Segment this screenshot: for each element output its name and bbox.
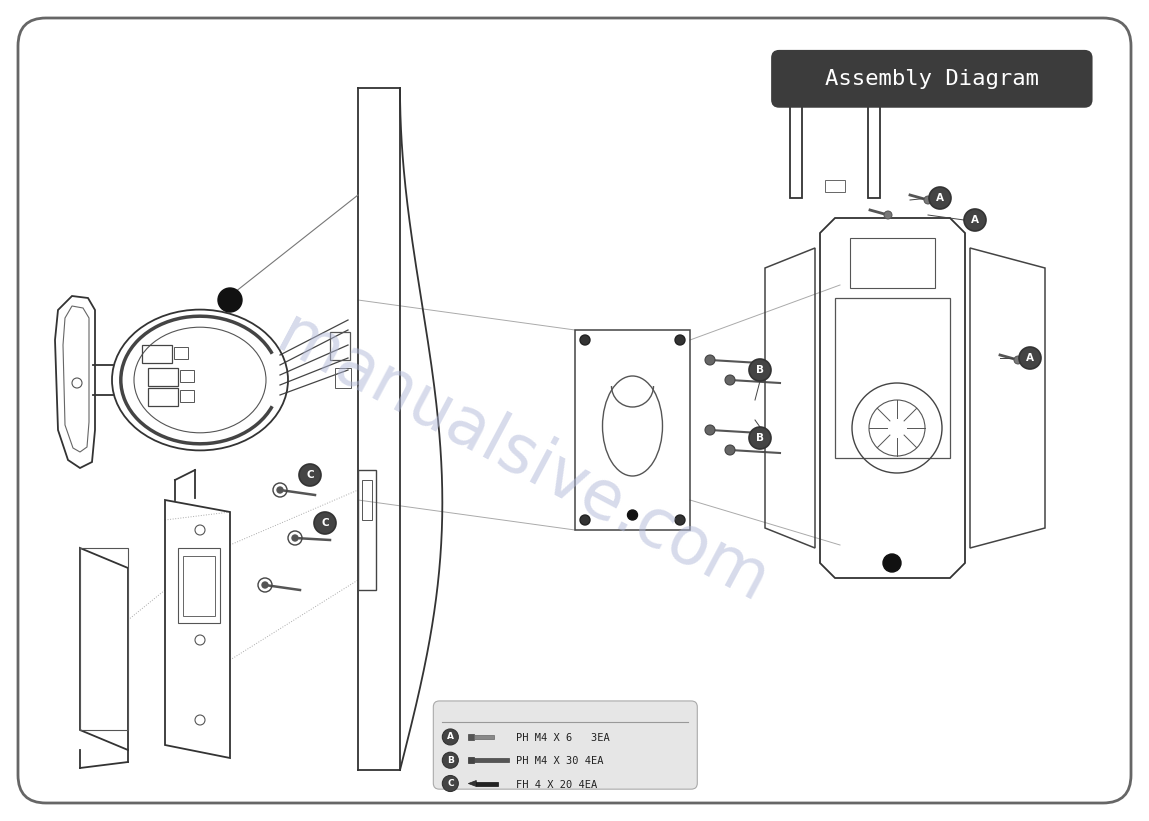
FancyBboxPatch shape [18,18,1131,803]
Text: Assembly Diagram: Assembly Diagram [825,69,1039,89]
Circle shape [674,335,685,345]
Circle shape [442,729,458,745]
Text: FH 4 X 20 4EA: FH 4 X 20 4EA [516,779,597,790]
Text: B: B [447,755,454,764]
Text: A: A [1026,353,1034,363]
Bar [180,370,194,382]
Circle shape [749,427,771,449]
Bar [183,556,215,616]
Circle shape [924,196,932,204]
Bar [180,390,194,402]
Text: A: A [447,732,454,741]
Bar [835,298,950,458]
Circle shape [705,425,715,435]
Circle shape [1015,356,1021,364]
Text: manualsive.com: manualsive.com [267,302,779,617]
Text: A: A [971,215,979,225]
Bar [825,180,845,192]
Bar [148,388,178,406]
Text: C: C [306,470,314,480]
Bar [178,548,219,623]
Bar [336,368,350,388]
Circle shape [705,355,715,365]
Circle shape [930,187,951,209]
Circle shape [442,776,458,791]
Bar [469,734,475,740]
Text: C: C [447,779,454,788]
Bar [574,330,691,530]
Circle shape [299,464,321,486]
Bar [475,735,494,739]
Circle shape [1019,347,1041,369]
Bar [142,345,172,363]
Bar [475,759,509,762]
Circle shape [674,515,685,525]
Circle shape [292,535,298,541]
Circle shape [749,359,771,381]
Text: C: C [322,518,329,528]
Circle shape [725,375,735,385]
Circle shape [627,510,638,520]
Circle shape [314,512,336,534]
Bar [477,782,499,786]
Bar [469,757,475,764]
Circle shape [277,487,283,493]
Circle shape [725,445,735,455]
Polygon shape [469,781,477,787]
Text: PH M4 X 30 4EA: PH M4 X 30 4EA [516,756,604,766]
Bar [358,470,376,590]
Bar [80,548,128,730]
Circle shape [580,515,589,525]
Circle shape [262,582,268,588]
Circle shape [218,288,242,312]
Bar [850,238,935,288]
Circle shape [580,335,589,345]
Bar [173,347,188,359]
FancyBboxPatch shape [433,701,697,789]
Text: A: A [936,193,944,203]
Text: B: B [756,433,764,443]
Circle shape [442,752,458,768]
Text: PH M4 X 6   3EA: PH M4 X 6 3EA [516,733,610,743]
Circle shape [964,209,986,231]
Bar [148,368,178,386]
Circle shape [882,554,901,572]
Bar [362,480,372,520]
Text: B: B [756,365,764,375]
FancyBboxPatch shape [771,50,1093,108]
Bar [330,332,350,360]
Circle shape [884,211,892,219]
